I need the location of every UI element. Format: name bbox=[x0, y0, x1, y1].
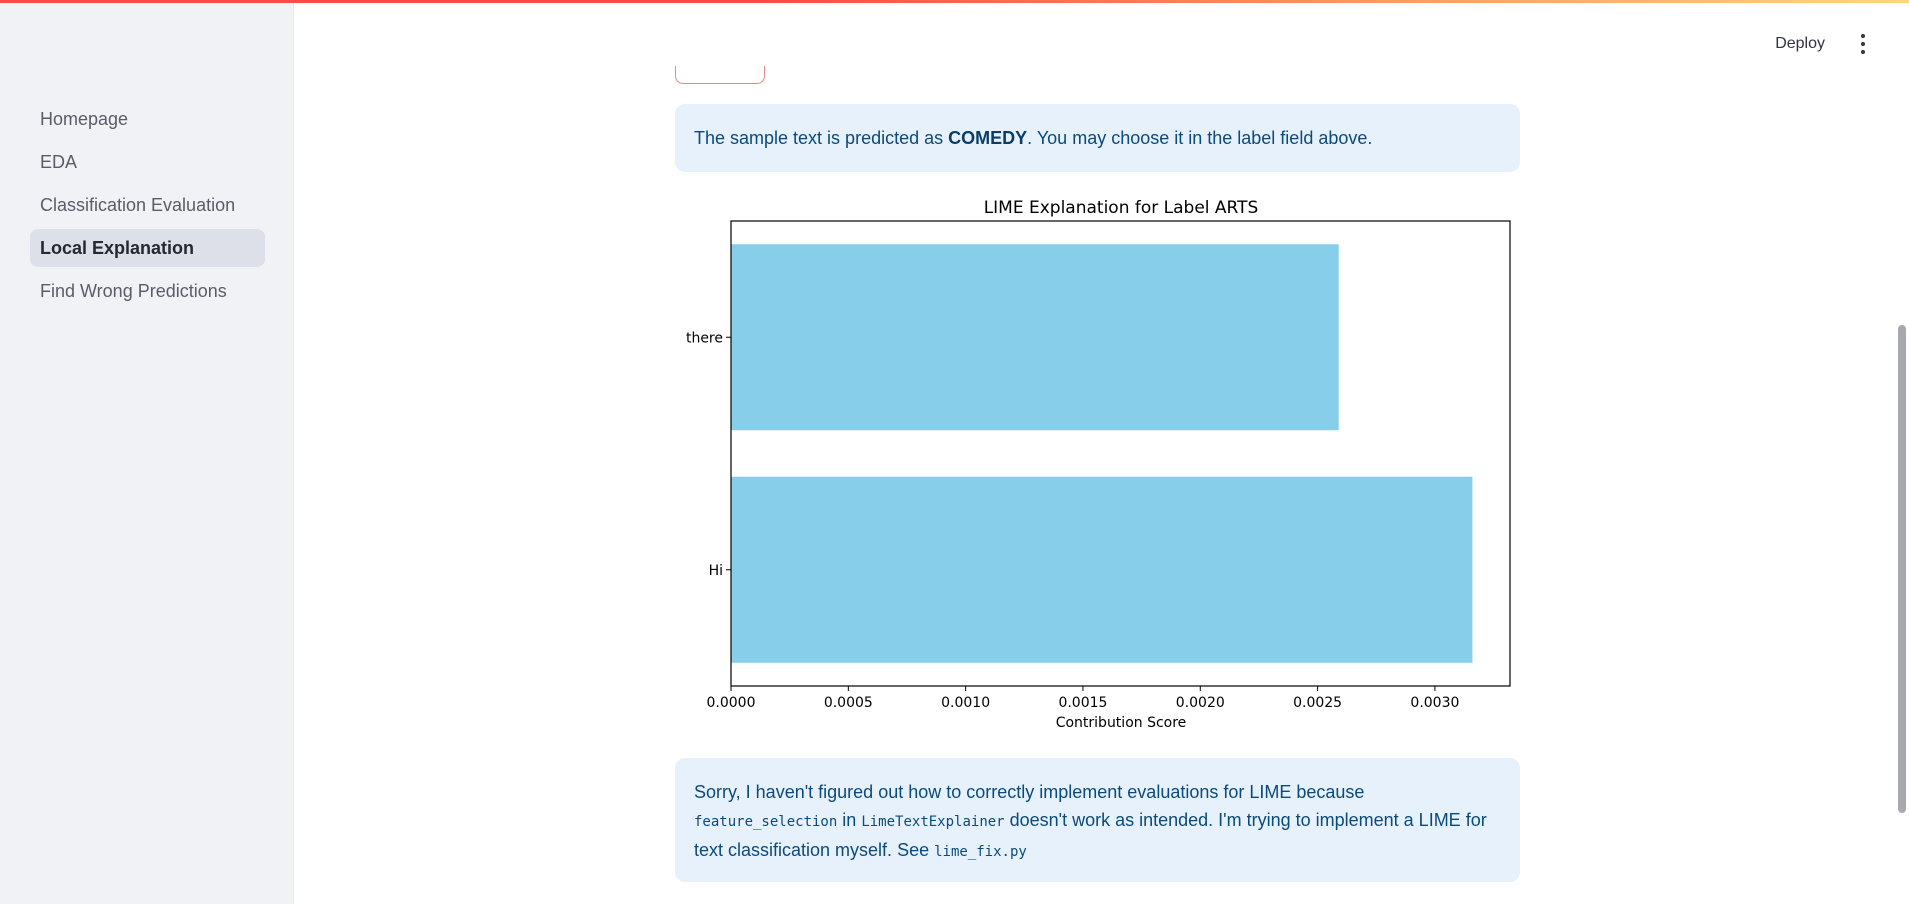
x-axis-ticks: 0.0000 0.0005 0.0010 0.0015 0.0020 0.0025 0.00… bbox=[707, 686, 1459, 711]
plot-frame bbox=[730, 220, 1511, 687]
chart-title: LIME Explanation for Label ARTS bbox=[984, 198, 1259, 218]
bar-hi bbox=[731, 476, 1473, 663]
bar-there bbox=[731, 244, 1339, 431]
x-tick-label: 0.0020 bbox=[1176, 695, 1225, 711]
chart-svg: LIME Explanation for Label ARTS thereHi … bbox=[686, 198, 1511, 731]
lime-info-alert: Sorry, I haven't figured out how to corr… bbox=[675, 758, 1520, 882]
scrollbar-thumb[interactable] bbox=[1898, 325, 1906, 813]
x-tick-label: 0.0030 bbox=[1410, 695, 1459, 711]
header-actions: Deploy bbox=[1775, 28, 1873, 60]
deploy-button[interactable]: Deploy bbox=[1775, 35, 1825, 52]
top-decoration-bar bbox=[0, 0, 1909, 3]
code-feature-selection: feature_selection bbox=[694, 814, 838, 830]
x-tick-label: 0.0025 bbox=[1293, 695, 1342, 711]
x-tick-label: 0.0000 bbox=[707, 695, 756, 711]
sidebar-nav: Homepage EDA Classification Evaluation L… bbox=[30, 100, 265, 315]
page-scrollbar[interactable] bbox=[1895, 0, 1909, 904]
vertical-ellipsis-icon[interactable] bbox=[1853, 32, 1873, 56]
sidebar: Homepage EDA Classification Evaluation L… bbox=[0, 0, 294, 904]
partially-visible-button[interactable] bbox=[675, 66, 765, 84]
x-axis-label: Contribution Score bbox=[1056, 715, 1187, 731]
lime-text-2: in bbox=[837, 810, 862, 830]
sidebar-item-classification-evaluation[interactable]: Classification Evaluation bbox=[40, 195, 236, 215]
sidebar-item-local-explanation[interactable]: Local Explanation bbox=[30, 229, 265, 267]
prediction-text-suffix: . You may choose it in the label field a… bbox=[1027, 128, 1373, 148]
code-lime-text-explainer: LimeTextExplainer bbox=[861, 814, 1005, 830]
lime-text-1: Sorry, I haven't figured out how to corr… bbox=[694, 782, 1365, 802]
y-axis-ticks: there Hi bbox=[686, 330, 731, 579]
chart-bars bbox=[731, 244, 1473, 663]
prediction-info-alert: The sample text is predicted as COMEDY. … bbox=[675, 104, 1520, 172]
x-tick-label: 0.0010 bbox=[941, 695, 990, 711]
sidebar-item-homepage[interactable]: Homepage bbox=[40, 109, 129, 129]
y-tick-label: Hi bbox=[709, 563, 723, 579]
x-tick-label: 0.0015 bbox=[1058, 695, 1107, 711]
sidebar-item-eda[interactable]: EDA bbox=[40, 152, 78, 172]
lime-explanation-chart: LIME Explanation for Label ARTS there Hi … bbox=[675, 190, 1520, 735]
prediction-text-prefix: The sample text is predicted as bbox=[694, 128, 949, 148]
sidebar-item-find-wrong-predictions[interactable]: Find Wrong Predictions bbox=[40, 281, 227, 301]
y-tick-label: there bbox=[686, 330, 723, 346]
predicted-label: COMEDY bbox=[948, 128, 1028, 148]
lime-text-3: doesn't work as intended. I'm trying to … bbox=[694, 810, 1487, 860]
x-tick-label: 0.0005 bbox=[824, 695, 873, 711]
code-lime-fix-file: lime_fix.py bbox=[934, 844, 1027, 860]
